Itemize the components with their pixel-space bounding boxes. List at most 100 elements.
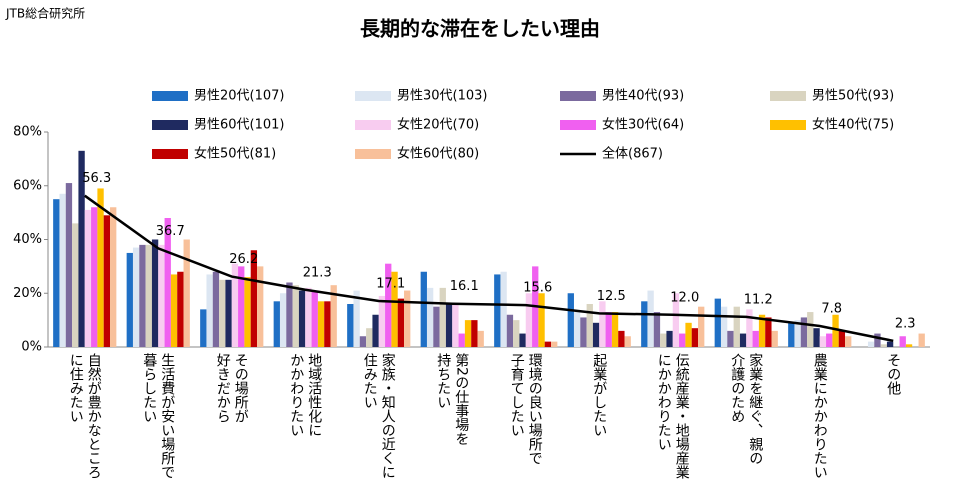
- bar: [746, 309, 753, 347]
- legend-swatch: [355, 120, 391, 130]
- data-label: 36.7: [156, 224, 185, 239]
- bar: [97, 188, 104, 347]
- x-tick-text: 家業を継ぐ、親の 介護のため: [729, 353, 764, 465]
- bar: [538, 293, 545, 347]
- x-tick-label: 地域活性化に かかわりたい: [269, 353, 343, 503]
- bar: [813, 328, 820, 347]
- x-tick-label-box: その場所が 好きだから: [195, 353, 269, 503]
- y-tick-label: 20%: [13, 286, 42, 301]
- bar: [292, 285, 299, 347]
- bar: [151, 239, 159, 347]
- x-tick-label: 生活費が安い場所で 暮らしたい: [122, 353, 196, 503]
- bar: [366, 328, 373, 347]
- bar: [794, 320, 801, 347]
- x-tick-text: その場所が 好きだから: [214, 353, 249, 423]
- bar: [372, 314, 379, 347]
- legend-label: 男性20代(107): [194, 89, 285, 104]
- bar: [800, 317, 808, 347]
- bar: [500, 271, 507, 347]
- bar: [53, 199, 60, 347]
- bar: [330, 285, 337, 347]
- source: JTB総合研究所: [5, 6, 85, 21]
- x-tick-text: 生活費が安い場所で 暮らしたい: [141, 353, 176, 479]
- bar: [758, 314, 766, 347]
- legend-label: 女性60代(80): [397, 146, 479, 162]
- bar: [132, 247, 140, 347]
- x-tick-label-box: その他: [857, 353, 931, 503]
- bar: [158, 244, 165, 347]
- bar: [385, 263, 392, 347]
- bar: [238, 266, 245, 347]
- bar: [611, 312, 619, 347]
- bar: [139, 244, 146, 347]
- legend-swatch: [560, 120, 596, 130]
- bar: [219, 279, 226, 347]
- x-tick-label: その場所が 好きだから: [195, 353, 269, 503]
- data-label: 17.1: [376, 277, 405, 292]
- data-label: 12.0: [670, 290, 699, 305]
- bar: [103, 215, 111, 347]
- bar: [433, 306, 440, 347]
- bar: [445, 304, 453, 347]
- legend-label: 女性20代(70): [397, 117, 479, 133]
- bar: [164, 218, 171, 347]
- x-tick-text: 農業にかかわりたい: [811, 353, 828, 479]
- bar: [464, 320, 472, 347]
- bar: [647, 290, 654, 347]
- x-tick-label-box: 家業を継ぐ、親の 介護のため: [710, 353, 784, 503]
- x-tick-label: 家業を継ぐ、親の 介護のため: [710, 353, 784, 503]
- legend-label: 男性60代(101): [194, 118, 285, 133]
- bar: [513, 320, 520, 347]
- chart-title: 長期的な滞在をしたい理由: [360, 17, 600, 41]
- bar: [880, 344, 887, 347]
- x-tick-label-box: 環境の良い場所で 子育てしたい: [489, 353, 563, 503]
- bar: [714, 298, 721, 347]
- bar: [739, 333, 747, 347]
- bar: [727, 330, 734, 347]
- bar: [471, 320, 478, 347]
- x-tick-label-box: 農業にかかわりたい: [783, 353, 857, 503]
- bar: [78, 150, 85, 347]
- bar: [618, 330, 625, 347]
- x-tick-label: 農業にかかわりたい: [783, 353, 857, 503]
- x-tick-label-box: 第2の仕事場を 持ちたい: [435, 353, 470, 446]
- data-label: 56.3: [82, 171, 111, 186]
- bar: [544, 341, 552, 347]
- bar: [599, 301, 606, 347]
- bar: [286, 282, 293, 347]
- legend-label: 男性30代(103): [397, 89, 488, 104]
- data-label: 12.5: [597, 289, 626, 304]
- bar: [59, 193, 66, 347]
- bar: [477, 330, 484, 347]
- bar: [212, 271, 220, 347]
- bar: [378, 295, 386, 347]
- bar: [244, 277, 251, 347]
- y-tick-label: 0%: [21, 340, 42, 355]
- data-label: 2.3: [895, 316, 916, 331]
- x-tick-label-box: 地域活性化に かかわりたい: [269, 353, 343, 503]
- bar: [298, 290, 306, 347]
- bar: [494, 274, 501, 347]
- bar: [698, 306, 705, 347]
- bar: [324, 301, 331, 347]
- y-tick-label: 80%: [13, 125, 42, 140]
- x-tick-label-box: 起業がしたい: [563, 353, 637, 503]
- x-tick-label: 伝統産業・地場産業 にかかわりたい: [636, 353, 710, 503]
- x-tick-text: 第2の仕事場を 持ちたい: [435, 353, 470, 446]
- bar: [691, 328, 699, 347]
- bar: [225, 279, 232, 347]
- bar: [867, 341, 875, 347]
- bar: [359, 336, 367, 347]
- bar: [733, 306, 740, 347]
- x-tick-label: 起業がしたい: [563, 353, 637, 503]
- data-label: 11.2: [744, 292, 773, 307]
- x-tick-label: その他: [857, 353, 931, 503]
- bar: [170, 274, 178, 347]
- x-tick-text: その他: [885, 353, 902, 395]
- x-tick-label: 環境の良い場所で 子育てしたい: [489, 353, 563, 503]
- bar: [391, 271, 398, 347]
- bar: [886, 341, 894, 347]
- bar: [845, 336, 852, 347]
- bar: [752, 330, 759, 347]
- x-tick-text: 家族・知人の近くに 住みたい: [361, 353, 396, 479]
